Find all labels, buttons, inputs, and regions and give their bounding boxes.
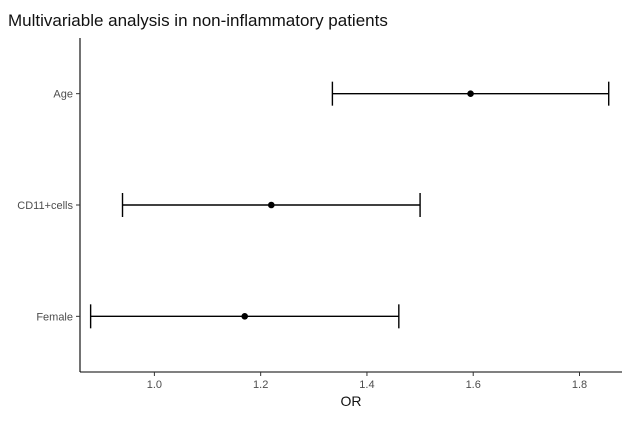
x-axis-ticks: 1.0 1.2 1.4 1.6 1.8 — [147, 372, 587, 391]
x-axis-title: OR — [341, 393, 362, 409]
x-tick-label: 1.0 — [147, 379, 162, 391]
chart-title: Multivariable analysis in non-inflammato… — [8, 11, 388, 30]
x-tick-label: 1.2 — [253, 379, 268, 391]
y-tick-label: CD11+cells — [17, 200, 73, 212]
odds-ratio-points — [241, 90, 474, 320]
error-bars — [89, 81, 610, 329]
y-tick-label: Female — [36, 311, 73, 323]
point-cd11-cells — [267, 201, 275, 209]
point-age — [467, 90, 474, 97]
x-tick-label: 1.4 — [359, 379, 374, 391]
y-tick-label: Age — [53, 89, 73, 101]
plot-area: Age CD11+cells Female 1.0 1.2 1.4 1.6 1.8 — [17, 38, 622, 391]
point-female — [241, 313, 249, 320]
y-axis-ticks: Age CD11+cells Female — [17, 89, 80, 323]
x-tick-label: 1.6 — [466, 379, 481, 391]
x-tick-label: 1.8 — [572, 379, 587, 391]
